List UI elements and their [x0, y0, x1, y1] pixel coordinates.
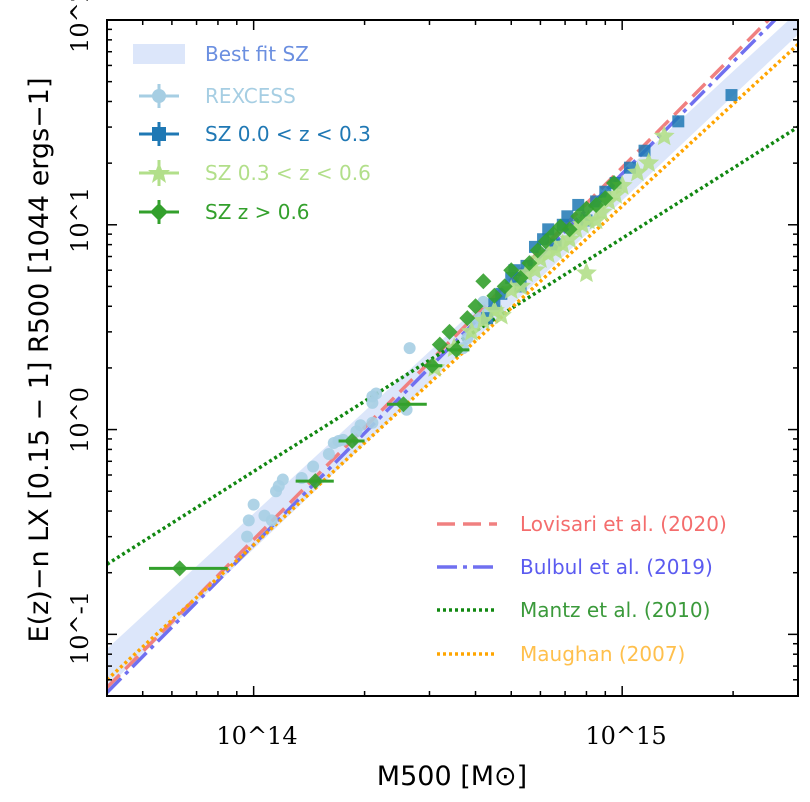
legend-label-mantz: Mantz et al. (2010): [520, 598, 710, 622]
legend-swatch-rexcess: [139, 84, 179, 108]
data-point-diamond-25: [605, 174, 622, 191]
data-point-star-2: [461, 320, 482, 341]
data-point-diamond-20: [561, 221, 578, 238]
data-point-square-21: [725, 89, 738, 102]
legend-label-rexcess: REXCESS: [205, 84, 296, 108]
data-point-star-12: [545, 239, 567, 260]
data-point-circle-0: [241, 530, 254, 543]
data-point-diamond-14: [512, 269, 529, 286]
fit-line-1: [107, 20, 778, 694]
legend-label-bulbul: Bulbul et al. (2019): [520, 555, 713, 579]
data-point-diamond-8: [459, 310, 476, 327]
data-point-circle-19: [370, 387, 383, 400]
data-point-diamond-13: [503, 262, 520, 279]
data-point-square-20: [672, 115, 685, 128]
data-point-star-5: [490, 304, 512, 325]
data-point-diamond-3: [395, 396, 412, 413]
data-point-circle-21: [403, 342, 416, 355]
data-point-diamond-11: [486, 287, 503, 304]
x-tick-label-1e15: 10^15: [585, 722, 666, 750]
data-point-diamond-5: [431, 336, 448, 353]
axis-ticks-layer: [106, 19, 799, 697]
data-point-diamond-10: [475, 273, 492, 290]
data-point-star-22: [611, 174, 633, 195]
data-point-diamond-6: [441, 323, 458, 340]
data-point-star-13: [552, 233, 574, 254]
data-point-star-14: [559, 228, 581, 249]
data-point-diamond-15: [521, 255, 538, 272]
data-point-star-24: [638, 152, 660, 172]
legend-top-left: Best fit SZ REXCESS SZ 0.0 < z < 0.3 SZ …: [133, 42, 371, 224]
y-tick-label-1e2: 10^2: [66, 0, 94, 53]
fit-line-0: [107, 20, 771, 689]
legend-label-sz-mid: SZ 0.3 < z < 0.6: [205, 161, 371, 185]
y-tick-label-1e0: 10^0: [66, 387, 94, 453]
data-point-star-3: [472, 309, 494, 330]
data-point-square-12: [561, 210, 574, 223]
legend-band-swatch: [133, 44, 185, 64]
legend-swatch-sz-mid: [139, 160, 179, 186]
x-tick-label-1e14: 10^14: [216, 722, 297, 750]
y-tick-label-1e-1: 10^-1: [66, 591, 94, 665]
legend-swatch-sz-low: [139, 122, 179, 146]
data-point-star-11: [537, 243, 559, 263]
data-point-star-16: [571, 213, 593, 234]
data-point-diamond-7: [448, 341, 465, 358]
data-point-diamond-24: [597, 190, 614, 207]
data-points-layer: [148, 89, 738, 577]
y-axis-label: E(z)−n LX [0.15 − 1] R500 [1044 ergs−1]: [24, 78, 55, 643]
data-point-star-19: [591, 201, 613, 222]
legend-label-lovisari: Lovisari et al. (2020): [520, 512, 727, 536]
plot-area: [107, 20, 798, 694]
data-point-star-6: [500, 279, 522, 299]
y-tick-label-1e1: 10^1: [66, 187, 94, 253]
data-point-star-23: [627, 161, 648, 182]
data-point-diamond-9: [467, 298, 484, 315]
data-point-circle-16: [366, 416, 379, 429]
legend-label-sz-high: SZ z > 0.6: [205, 200, 310, 224]
legend-label-sz-low: SZ 0.0 < z < 0.3: [205, 122, 371, 146]
fit-line-3: [107, 43, 798, 682]
data-point-diamond-2: [344, 432, 361, 449]
data-point-diamond-12: [496, 278, 513, 295]
data-point-circle-15: [354, 419, 367, 432]
data-point-star-9: [524, 259, 546, 280]
data-point-diamond-4: [424, 357, 441, 374]
legend-label-maughan: Maughan (2007): [520, 642, 685, 666]
data-point-diamond-0: [171, 560, 188, 577]
data-point-star-26: [576, 262, 597, 283]
plot-frame: [106, 19, 799, 697]
legend-label-best-fit: Best fit SZ: [205, 42, 309, 66]
legend-swatch-sz-high: [139, 200, 179, 224]
data-point-circle-2: [247, 498, 260, 511]
data-point-circle-7: [276, 473, 289, 486]
data-point-circle-9: [307, 460, 320, 473]
data-point-circle-10: [322, 447, 335, 460]
data-point-square-19: [638, 144, 651, 157]
data-point-circle-4: [265, 514, 278, 527]
data-point-circle-1: [242, 514, 255, 527]
data-point-star-25: [653, 125, 675, 146]
data-point-diamond-1: [307, 473, 324, 490]
legend-bottom-right: Lovisari et al. (2020) Bulbul et al. (20…: [437, 512, 727, 666]
x-axis-label: M500 [M⊙]: [377, 761, 527, 792]
data-point-diamond-16: [529, 242, 546, 259]
